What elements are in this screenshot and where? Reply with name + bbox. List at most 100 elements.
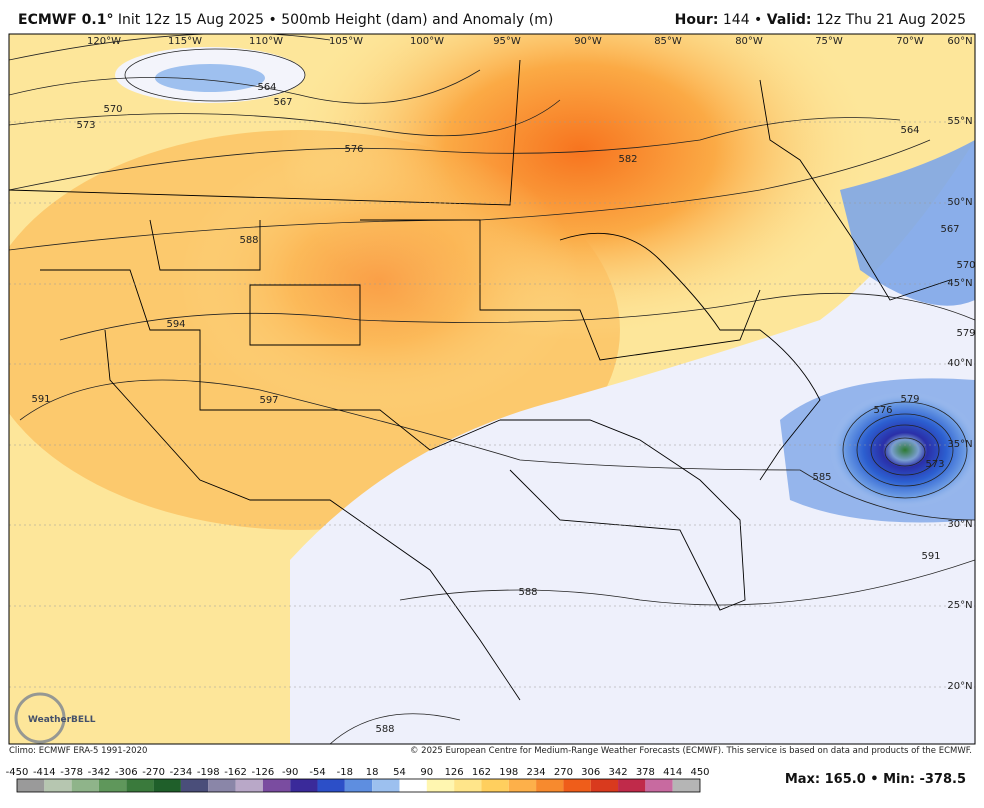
colorbar-label: 198 (499, 767, 518, 778)
colorbar-segment (290, 779, 318, 792)
contour-label: 588 (239, 235, 258, 246)
contour-label: 570 (103, 104, 122, 115)
longitude-label: 120°W (87, 36, 121, 47)
colorbar-label: 378 (636, 767, 655, 778)
colorbar-segment (618, 779, 646, 792)
colorbar-segment (180, 779, 209, 792)
colorbar-segment (645, 779, 673, 792)
colorbar-segment (17, 779, 45, 792)
title: Init 12z 15 Aug 2025 • 500mb Height (dam… (117, 12, 554, 28)
max-min: Max: 165.0 • Min: -378.5 (784, 772, 966, 787)
colorbar-label: 234 (527, 767, 546, 778)
colorbar-label: -450 (6, 767, 29, 778)
colorbar-segment (98, 779, 127, 792)
map-field: WeatherBELL (9, 34, 975, 744)
latitude-label: 50°N (947, 197, 972, 208)
colorbar-label: -198 (197, 767, 220, 778)
colorbar-segment (426, 779, 455, 792)
colorbar-segment (262, 779, 291, 792)
colorbar-label: -162 (224, 767, 247, 778)
logo-text: WeatherBELL (28, 715, 96, 725)
colorbar-label: -270 (142, 767, 165, 778)
copyright: © 2025 European Centre for Medium-Range … (409, 746, 972, 756)
colorbar-label: 306 (581, 767, 600, 778)
colorbar-segment (372, 779, 400, 792)
colorbar-label: -306 (115, 767, 138, 778)
latitude-label: 40°N (947, 358, 972, 369)
longitude-label: 115°W (168, 36, 202, 47)
colorbar-label: -54 (309, 767, 325, 778)
colorbar-segment (235, 779, 263, 792)
colorbar-segment (208, 779, 236, 792)
hour-label: Hour: (674, 12, 719, 28)
colorbar-segment (126, 779, 154, 792)
colorbar-segment (71, 779, 99, 792)
contour-label: 567 (940, 224, 959, 235)
colorbar-segment (454, 779, 482, 792)
contour-label: 588 (375, 724, 394, 735)
contour-label: 576 (873, 405, 892, 416)
contour-label: 573 (925, 459, 944, 470)
longitude-label: 95°W (493, 36, 521, 47)
contour-label: 591 (31, 394, 50, 405)
colorbar-segment (536, 779, 564, 792)
longitude-label: 105°W (329, 36, 363, 47)
colorbar-label: 414 (663, 767, 682, 778)
colorbar-label: -126 (252, 767, 275, 778)
contour-label: 588 (518, 587, 537, 598)
colorbar-segment (590, 779, 619, 792)
colorbar-segment (481, 779, 509, 792)
contour-label: 564 (900, 125, 919, 136)
longitude-label: 110°W (249, 36, 283, 47)
longitude-label: 70°W (896, 36, 924, 47)
colorbar-label: 162 (472, 767, 491, 778)
longitude-label: 85°W (654, 36, 682, 47)
colorbar-segment (508, 779, 537, 792)
colorbar-segment (44, 779, 72, 792)
contour-label: 573 (76, 120, 95, 131)
latitude-label: 55°N (947, 116, 972, 127)
contour-label: 585 (812, 472, 831, 483)
contour-label: 570 (956, 260, 975, 271)
longitude-label: 60°N (947, 36, 972, 47)
contour-label: 579 (956, 328, 975, 339)
colorbar-label: -378 (60, 767, 83, 778)
header-left: ECMWF 0.1° Init 12z 15 Aug 2025 • 500mb … (18, 12, 553, 28)
longitude-label: 80°W (735, 36, 763, 47)
contour-label: 591 (921, 551, 940, 562)
colorbar-segment (153, 779, 181, 792)
colorbar-segment (672, 779, 700, 792)
colorbar-label: 126 (445, 767, 464, 778)
contour-label: 579 (900, 394, 919, 405)
colorbar-segment (563, 779, 591, 792)
longitude-label: 75°W (815, 36, 843, 47)
climo: Climo: ECMWF ERA-5 1991-2020 (9, 746, 148, 756)
colorbar-frame (16, 778, 701, 793)
longitude-label: 90°W (574, 36, 602, 47)
colorbar-label: -342 (88, 767, 111, 778)
contour-label: 582 (618, 154, 637, 165)
colorbar-label: 342 (608, 767, 627, 778)
header-right: Hour: 144 • Valid: 12z Thu 21 Aug 2025 (675, 12, 966, 28)
hour: 144 • (722, 12, 763, 28)
colorbar-segment (317, 779, 345, 792)
latitude-label: 25°N (947, 600, 972, 611)
colorbar-label: -18 (337, 767, 353, 778)
valid-label: Valid: (766, 12, 812, 28)
contour-label: 597 (259, 395, 278, 406)
contour-label: 567 (273, 97, 292, 108)
logo: WeatherBELL (14, 692, 96, 744)
latitude-label: 45°N (947, 278, 972, 289)
colorbar-segment (344, 779, 373, 792)
contour-label: 594 (166, 319, 185, 330)
colorbar-label: -234 (170, 767, 193, 778)
latitude-label: 20°N (947, 681, 972, 692)
contour-label: 564 (257, 82, 276, 93)
colorbar-label: 18 (366, 767, 379, 778)
latitude-label: 30°N (947, 519, 972, 530)
colorbar-label: 90 (420, 767, 433, 778)
latitude-label: 35°N (947, 439, 972, 450)
colorbar-segment (399, 779, 427, 792)
